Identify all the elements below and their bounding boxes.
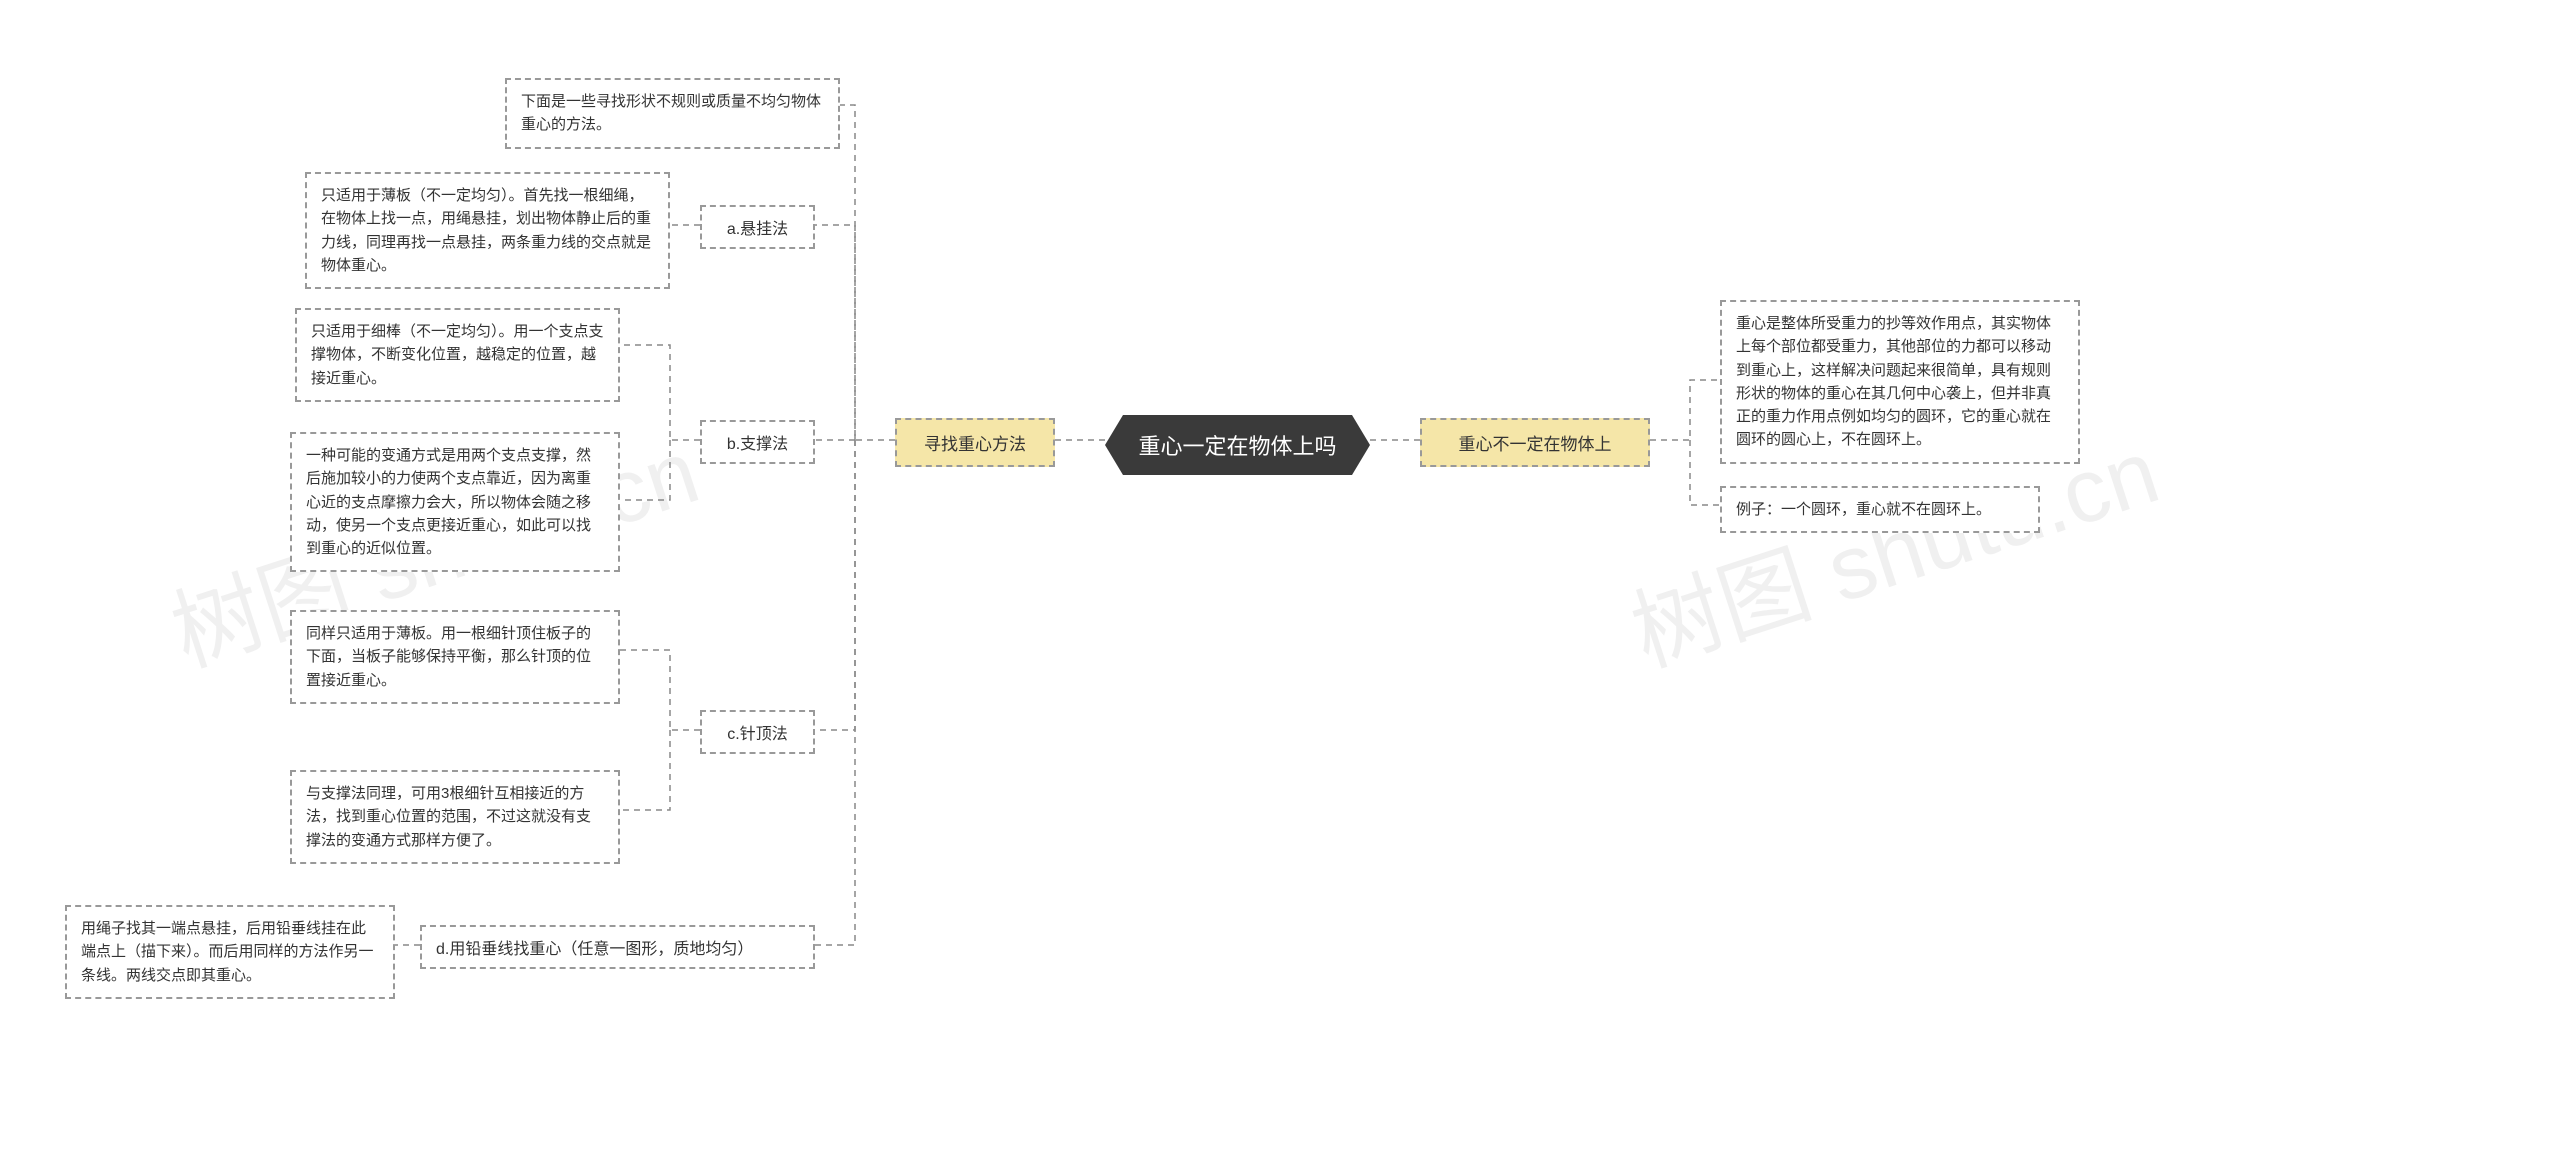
right-desc: 重心是整体所受重力的抄等效作用点，其实物体上每个部位都受重力，其他部位的力都可以… xyxy=(1720,300,2080,464)
item-b-desc1: 只适用于细棒（不一定均匀）。用一个支点支撑物体，不断变化位置，越稳定的位置，越接… xyxy=(295,308,620,402)
item-d: d.用铅垂线找重心（任意一图形，质地均匀） xyxy=(420,925,815,969)
item-d-desc: 用绳子找其一端点悬挂，后用铅垂线挂在此端点上（描下来）。而后用同样的方法作另一条… xyxy=(65,905,395,999)
left-intro: 下面是一些寻找形状不规则或质量不均匀物体重心的方法。 xyxy=(505,78,840,149)
item-b-desc2: 一种可能的变通方式是用两个支点支撑，然后施加较小的力使两个支点靠近，因为离重心近… xyxy=(290,432,620,572)
branch-right: 重心不一定在物体上 xyxy=(1420,418,1650,467)
item-a: a.悬挂法 xyxy=(700,205,815,249)
item-b: b.支撑法 xyxy=(700,420,815,464)
right-example: 例子：一个圆环，重心就不在圆环上。 xyxy=(1720,486,2040,533)
root-node: 重心一定在物体上吗 xyxy=(1105,415,1370,475)
item-a-desc: 只适用于薄板（不一定均匀）。首先找一根细绳，在物体上找一点，用绳悬挂，划出物体静… xyxy=(305,172,670,289)
item-c: c.针顶法 xyxy=(700,710,815,754)
item-c-desc2: 与支撑法同理，可用3根细针互相接近的方法，找到重心位置的范围，不过这就没有支撑法… xyxy=(290,770,620,864)
item-c-desc1: 同样只适用于薄板。用一根细针顶住板子的下面，当板子能够保持平衡，那么针顶的位置接… xyxy=(290,610,620,704)
branch-left: 寻找重心方法 xyxy=(895,418,1055,467)
